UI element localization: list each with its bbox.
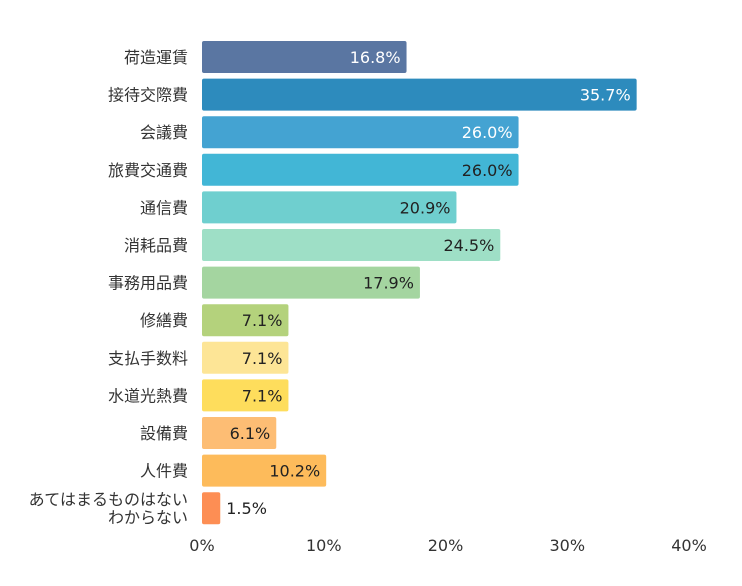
x-tick-label: 40% [671,536,707,555]
category-label: 通信費 [140,198,188,217]
category-labels: 荷造運賃接待交際費会議費旅費交通費通信費消耗品費事務用品費修繕費支払手数料水道光… [29,48,188,527]
data-label: 6.1% [230,424,271,443]
data-label: 35.7% [580,86,631,105]
bar-0 [202,41,407,73]
category-label: 人件費 [140,462,188,481]
category-label: 接待交際費 [108,86,188,105]
category-label: 水道光熱費 [108,386,188,405]
x-tick-label: 30% [549,536,585,555]
data-label: 16.8% [350,48,401,67]
data-label: 1.5% [226,499,267,518]
bar-3 [202,153,519,186]
x-tick-label: 0% [189,536,214,555]
data-label: 10.2% [269,462,320,481]
bar-1 [202,78,637,111]
category-label: 消耗品費 [124,236,188,255]
data-label: 20.9% [400,198,451,217]
data-label: 26.0% [462,161,513,180]
data-label: 7.1% [242,349,283,368]
data-label: 7.1% [242,386,283,405]
bar-4 [202,191,457,224]
category-label: 修繕費 [140,311,188,330]
bar-6 [202,266,420,299]
bars [202,41,637,525]
category-label: 会議費 [140,123,188,142]
bar-8 [202,341,289,374]
category-label: 支払手数料 [108,349,188,368]
bar-11 [202,454,327,487]
data-labels: 16.8% 35.7% 26.0% 26.0% 20.9% 24.5% 17.9% 7.1% 7… [226,48,630,518]
x-tick-label: 20% [428,536,464,555]
category-label: 設備費 [140,424,188,443]
bar-7 [202,304,289,337]
category-label: 事務用品費 [108,274,188,293]
bar-9 [202,379,289,412]
category-label: 旅費交通費 [108,161,188,180]
x-tick-label: 10% [306,536,342,555]
data-label: 17.9% [363,274,414,293]
data-label: 24.5% [443,236,494,255]
category-label: あてはまるものはないわからない [29,490,188,527]
category-label: 荷造運賃 [124,48,188,67]
data-label: 7.1% [242,311,283,330]
bar-10 [202,417,277,449]
bar-12 [202,492,221,525]
x-axis-ticks: 0% 10% 20% 30% 40% [189,536,706,555]
data-label: 26.0% [462,123,513,142]
bar-5 [202,229,501,261]
bar-2 [202,116,519,149]
